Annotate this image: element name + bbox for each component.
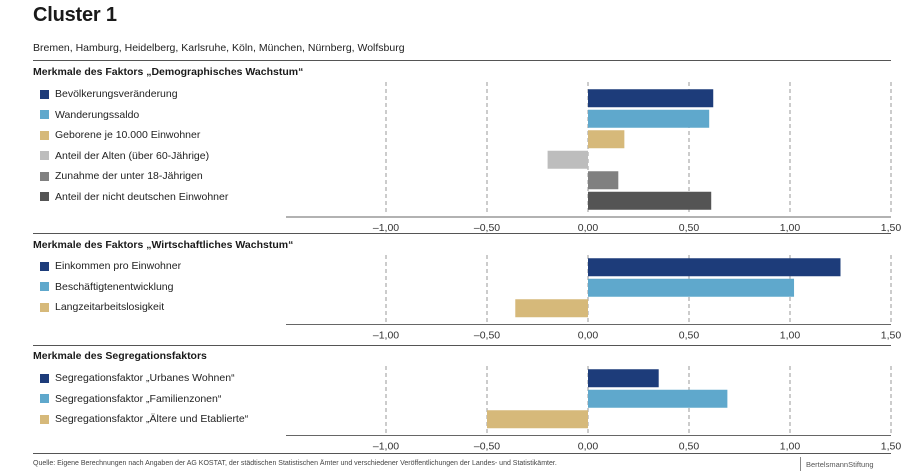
tick-label: 0,50 bbox=[679, 330, 700, 342]
legend-item: Anteil der Alten (über 60-Jährige) bbox=[40, 149, 209, 163]
tick-label: –0,50 bbox=[474, 441, 500, 453]
bar bbox=[588, 171, 619, 190]
legend-item: Segregationsfaktor „Ältere und Etabliert… bbox=[40, 412, 248, 426]
legend-item: Beschäftigtenentwicklung bbox=[40, 280, 174, 294]
tick-label: 1,50 bbox=[881, 222, 902, 234]
legend-item: Langzeitarbeitslosigkeit bbox=[40, 300, 164, 314]
legend-item: Wanderungssaldo bbox=[40, 108, 139, 122]
legend-swatch bbox=[40, 414, 49, 424]
section-title-segregation: Merkmale des Segregationsfaktors bbox=[33, 350, 207, 362]
tick-label: –0,50 bbox=[474, 222, 500, 234]
legend-swatch bbox=[40, 110, 49, 119]
legend-label: Langzeitarbeitslosigkeit bbox=[55, 301, 165, 313]
legend-label: Segregationsfaktor „Familienzonen“ bbox=[55, 392, 222, 405]
legend-label: Anteil der nicht deutschen Einwohner bbox=[55, 190, 229, 203]
legend-swatch bbox=[40, 171, 49, 181]
bar-chart-segregation: –1,00 –0,50 0,00 0,50 1,00 1,50 bbox=[286, 366, 902, 453]
section-title-demographic: Merkmale des Faktors „Demographisches Wa… bbox=[33, 66, 304, 78]
section-title-economic: Merkmale des Faktors „Wirtschaftliches W… bbox=[33, 239, 294, 251]
tick-label: 0,00 bbox=[578, 441, 599, 453]
tick-label: 1,00 bbox=[780, 222, 801, 234]
legend-label: Bevölkerungsveränderung bbox=[55, 88, 178, 100]
tick-label: 0,50 bbox=[679, 222, 700, 234]
tick-label: 1,00 bbox=[780, 441, 801, 453]
bar bbox=[588, 278, 795, 297]
bar bbox=[588, 130, 625, 149]
bar-chart-economic: –1,00 –0,50 0,00 0,50 1,00 1,50 bbox=[286, 255, 902, 342]
bar bbox=[515, 299, 588, 318]
bar bbox=[588, 258, 841, 277]
legend-label: Beschäftigtenentwicklung bbox=[55, 280, 174, 293]
legend-item: Anteil der nicht deutschen Einwohner bbox=[40, 190, 228, 204]
bar-chart-demographic: –1,00 –0,50 0,00 0,50 1,00 1,50 bbox=[286, 82, 901, 234]
chart-title: Cluster 1 bbox=[33, 4, 117, 26]
tick-label: –1,00 bbox=[373, 330, 399, 342]
tick-label: –0,50 bbox=[474, 330, 500, 342]
divider bbox=[33, 60, 891, 61]
legend-swatch bbox=[40, 261, 49, 271]
legend-swatch bbox=[40, 192, 49, 201]
legend-label: Zunahme der unter 18-Jährigen bbox=[55, 170, 203, 182]
legend-label: Segregationsfaktor „Ältere und Etabliert… bbox=[55, 413, 249, 425]
legend-item: Bevölkerungsveränderung bbox=[40, 87, 178, 101]
legend-label: Segregationsfaktor „Urbanes Wohnen“ bbox=[55, 372, 235, 384]
bar bbox=[588, 369, 659, 388]
legend-label: Einkommen pro Einwohner bbox=[55, 260, 182, 272]
legend-item: Geborene je 10.000 Einwohner bbox=[40, 128, 200, 142]
publisher-logo-text: BertelsmannStiftung bbox=[806, 459, 874, 469]
tick-label: 1,00 bbox=[780, 330, 801, 342]
divider bbox=[33, 453, 891, 454]
legend-label: Geborene je 10.000 Einwohner bbox=[55, 129, 201, 141]
legend-swatch bbox=[40, 394, 49, 403]
legend-item: Segregationsfaktor „Familienzonen“ bbox=[40, 392, 221, 406]
divider bbox=[33, 233, 891, 234]
tick-label: 0,50 bbox=[679, 441, 700, 453]
legend-swatch bbox=[40, 130, 49, 140]
tick-label: 0,00 bbox=[578, 330, 599, 342]
tick-label: 0,00 bbox=[578, 222, 599, 234]
legend-label: Wanderungssaldo bbox=[55, 108, 140, 121]
legend-label: Anteil der Alten (über 60-Jährige) bbox=[55, 149, 210, 162]
legend-swatch bbox=[40, 302, 49, 312]
chart-subtitle: Bremen, Hamburg, Heidelberg, Karlsruhe, … bbox=[33, 42, 405, 54]
bar bbox=[588, 191, 712, 210]
bar bbox=[588, 89, 714, 108]
divider bbox=[33, 345, 891, 346]
legend-swatch bbox=[40, 373, 49, 383]
tick-label: –1,00 bbox=[373, 441, 399, 453]
legend-swatch bbox=[40, 282, 49, 291]
source-note: Quelle: Eigene Berechnungen nach Angaben… bbox=[33, 460, 557, 467]
legend-item: Segregationsfaktor „Urbanes Wohnen“ bbox=[40, 371, 235, 385]
bar bbox=[547, 150, 588, 169]
legend-swatch bbox=[40, 151, 49, 160]
tick-label: –1,00 bbox=[373, 222, 399, 234]
publisher-logo: BertelsmannStiftung bbox=[800, 457, 874, 471]
tick-label: 1,50 bbox=[881, 441, 902, 453]
bar bbox=[588, 109, 710, 128]
bar bbox=[487, 410, 588, 429]
legend-swatch bbox=[40, 89, 49, 99]
bar bbox=[588, 389, 728, 408]
tick-label: 1,50 bbox=[881, 330, 902, 342]
legend-item: Zunahme der unter 18-Jährigen bbox=[40, 169, 203, 183]
legend-item: Einkommen pro Einwohner bbox=[40, 259, 181, 273]
